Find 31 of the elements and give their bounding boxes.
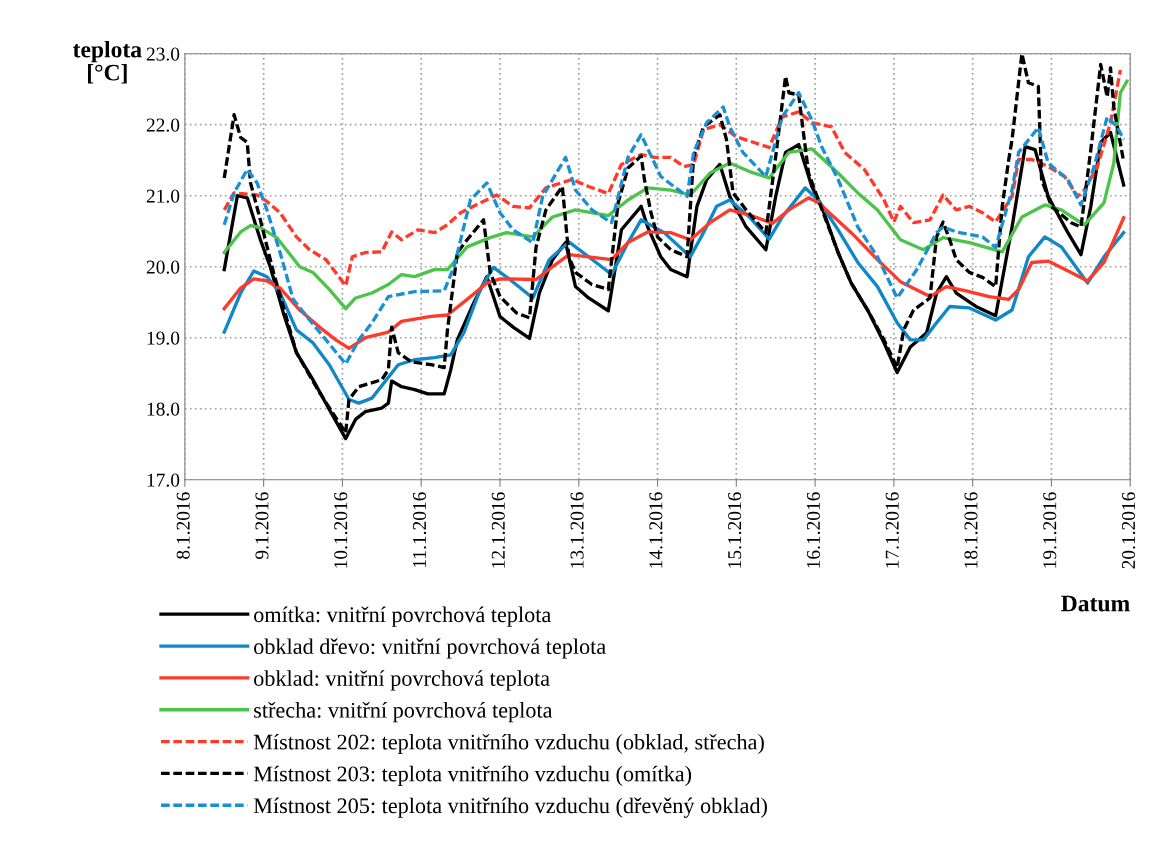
x-axis-title: Datum xyxy=(1061,595,1130,612)
x-tick-label: 12.1.2016 xyxy=(491,492,505,568)
y-tick-label: 17.0 xyxy=(147,473,180,487)
x-tick-label: 16.1.2016 xyxy=(806,492,821,568)
y-tick-label: 21.0 xyxy=(146,189,180,203)
legend-label: střecha: vnitřní povrchová teplota xyxy=(254,702,553,723)
y-tick-label: 20.0 xyxy=(146,260,180,274)
x-tick-label: 15.1.2016 xyxy=(728,492,742,568)
y-tick-label: 18.0 xyxy=(147,402,180,416)
legend-label: omítka: vnitřní povrchová teplota xyxy=(254,606,551,627)
x-tick-label: 9.1.2016 xyxy=(255,492,269,559)
y-tick-label: 23.0 xyxy=(146,47,180,61)
legend-label: Místnost 202: teplota vnitřního vzduchu (obklad, střecha) xyxy=(253,733,764,755)
x-tick-label: 20.1.2016 xyxy=(1121,492,1136,569)
legend-label: Místnost 203: teplota vnitřního vzduchu (omítka) xyxy=(253,765,692,786)
x-tick-label: 8.1.2016 xyxy=(176,492,190,559)
x-tick-label: 14.1.2016 xyxy=(649,492,663,568)
x-tick-label: 13.1.2016 xyxy=(570,492,584,568)
line-series xyxy=(222,196,1126,351)
y-tick-label: 22.0 xyxy=(146,118,180,132)
x-tick-label: 19.1.2016 xyxy=(1043,492,1057,568)
x-tick-label: 17.1.2016 xyxy=(885,492,899,568)
legend-label: obklad dřevo: vnitřní povrchová teplota xyxy=(254,638,606,659)
legend-label: Místnost 205: teplota vnitřního vzduchu (dřevěný obklad) xyxy=(253,797,767,818)
x-tick-label: 10.1.2016 xyxy=(334,492,348,568)
line-series xyxy=(222,91,1126,366)
x-tick-label: 11.1.2016 xyxy=(412,492,427,567)
x-tick-label: 18.1.2016 xyxy=(964,492,978,568)
y-axis-title: teplota [°C] xyxy=(72,40,142,84)
legend-label: obklad: vnitřní povrchová teplota xyxy=(254,670,550,691)
y-tick-label: 19.0 xyxy=(147,331,180,345)
